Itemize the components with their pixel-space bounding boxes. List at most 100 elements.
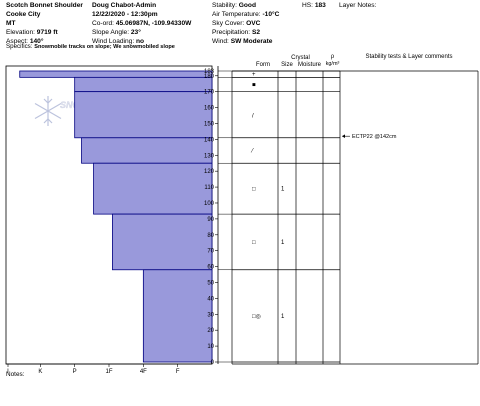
observer-line-4: Wind Loading: no — [92, 37, 191, 46]
density-header-symbol: ρ — [331, 54, 335, 60]
hardness-bar-3 — [81, 137, 213, 164]
depth-label-17: 170 — [204, 90, 215, 96]
hardness-bar-1 — [74, 76, 213, 93]
grain-form-icon-4: □ — [252, 187, 256, 193]
depth-label-16: 160 — [204, 106, 215, 112]
observer-line-1: 12/22/2020 - 12:30pm — [92, 10, 191, 19]
observer-line-0: Doug Chabot-Admin — [92, 1, 191, 10]
hardness-label-5: F — [176, 369, 180, 375]
hardness-bar-5 — [112, 213, 213, 271]
grain-size-6: 1 — [281, 314, 285, 320]
hardness-label-4: 4F — [140, 369, 147, 375]
depth-label-8: 80 — [207, 233, 214, 239]
conditions-line-3: Precipitation: S2 — [212, 28, 279, 37]
grain-form-icon-6: □◎ — [252, 314, 261, 320]
snowflake-icon — [34, 96, 62, 126]
depth-label-hs: 183 — [204, 69, 215, 75]
observer-label-2: Co-ord: — [92, 20, 116, 27]
grain-form-icon-5: □ — [252, 240, 256, 246]
conditions-line-1: Air Temperature: -10°C — [212, 10, 279, 19]
observer-text-1: 12/22/2020 - 12:30pm — [92, 11, 158, 18]
depth-label-0: 0 — [211, 360, 215, 366]
depth-label-7: 70 — [207, 249, 214, 255]
density-header-unit: kg/m³ — [326, 61, 340, 67]
location-text-1: Cooke City — [6, 11, 41, 18]
hardness-label-3: 1F — [105, 369, 112, 375]
observer-line-2: Co-ord: 45.06987N, -109.94330W — [92, 19, 191, 28]
grain-size-5: 1 — [281, 240, 285, 246]
conditions-label-1: Air Temperature: — [212, 11, 263, 18]
conditions-value-3: S2 — [251, 29, 261, 36]
hs-value: 183 — [314, 2, 326, 9]
location-line-3: Elevation: 9719 ft — [6, 28, 83, 37]
depth-label-15: 150 — [204, 121, 215, 127]
location-text-0: Scotch Bonnet Shoulder — [6, 2, 83, 9]
header-observer-column: Doug Chabot-Admin 12/22/2020 - 12:30pm Co-… — [92, 1, 191, 46]
depth-label-10: 100 — [204, 201, 215, 207]
observer-label-4: Wind Loading: — [92, 38, 136, 45]
observer-value-3: 23° — [130, 29, 141, 36]
notes-label: Notes: — [6, 371, 25, 378]
conditions-label-3: Precipitation: — [212, 29, 252, 36]
crystal-header: Crystal — [291, 55, 310, 61]
location-line-4: Aspect: 140° — [6, 37, 83, 46]
logo-text: SNOWPILOT — [60, 100, 116, 110]
grain-form-icon-0: + — [252, 72, 256, 78]
specifics-line: Specifics: Snowmobile tracks on slope; W… — [6, 43, 175, 50]
conditions-label-4: Wind: — [212, 38, 231, 45]
location-line-1: Cooke City — [6, 10, 83, 19]
grain-form-icon-2: / — [252, 114, 254, 120]
grain-size-4: 1 — [281, 187, 285, 193]
observer-text-0: Doug Chabot-Admin — [92, 2, 157, 9]
stability-test-label: ECTP22 @142cm — [352, 134, 397, 140]
depth-label-2: 20 — [207, 328, 214, 334]
location-line-2: MT — [6, 19, 83, 28]
location-value-3: 9719 ft — [36, 29, 58, 36]
grain-form-icon-1: ■ — [252, 83, 256, 89]
conditions-line-2: Sky Cover: OVC — [212, 19, 279, 28]
hardness-bar-0 — [19, 70, 213, 78]
depth-label-9: 90 — [207, 217, 214, 223]
profile-frame — [5, 65, 213, 365]
depth-label-3: 30 — [207, 312, 214, 318]
snowpilot-logo: SNOWPILOT — [34, 96, 116, 126]
header-location-column: Scotch Bonnet Shoulder Cooke City MT Elevat… — [6, 1, 83, 46]
conditions-label-0: Stability: — [212, 2, 239, 9]
depth-label-13: 130 — [204, 153, 215, 159]
depth-label-5: 50 — [207, 280, 214, 286]
depth-label-6: 60 — [207, 265, 214, 271]
observer-value-2: 45.06987N, -109.94330W — [115, 20, 192, 27]
conditions-value-0: Good — [238, 2, 256, 9]
stability-header: Stability tests & Layer comments — [365, 54, 452, 60]
conditions-label-2: Sky Cover: — [212, 20, 247, 27]
observer-label-3: Slope Angle: — [92, 29, 131, 36]
header-hs: HS: 183 — [302, 1, 326, 10]
observer-value-4: no — [136, 38, 145, 45]
conditions-value-4: SW Moderate — [230, 38, 273, 45]
location-line-0: Scotch Bonnet Shoulder — [6, 1, 83, 10]
hardness-bar-6 — [142, 269, 213, 363]
depth-label-4: 40 — [207, 296, 214, 302]
header-conditions-column: Stability: Good Air Temperature: -10°C Sky… — [212, 1, 279, 46]
hardness-bar-2 — [74, 91, 213, 139]
conditions-value-2: OVC — [246, 20, 261, 27]
hs-label: HS: — [302, 2, 313, 9]
moisture-header: Moisture — [298, 62, 322, 68]
layer-notes-label: Layer Notes: — [339, 2, 377, 9]
conditions-value-1: -10°C — [262, 11, 280, 18]
depth-label-11: 110 — [204, 185, 214, 191]
depth-label-1: 10 — [207, 344, 214, 350]
grain-form-icon-3: ⁄ — [250, 149, 254, 155]
hardness-bar-4 — [93, 162, 213, 215]
stability-test-arrowhead — [342, 134, 345, 138]
location-value-4: 140° — [29, 38, 44, 45]
form-header: Form — [256, 62, 270, 68]
specifics-label: Specifics: — [6, 43, 33, 50]
observer-line-3: Slope Angle: 23° — [92, 28, 191, 37]
conditions-line-0: Stability: Good — [212, 1, 279, 10]
hardness-label-1: K — [38, 369, 42, 375]
depth-label-14: 140 — [204, 137, 215, 143]
size-header: Size — [281, 62, 293, 68]
specifics-text: Snowmobile tracks on slope; We snowmobil… — [34, 44, 175, 50]
